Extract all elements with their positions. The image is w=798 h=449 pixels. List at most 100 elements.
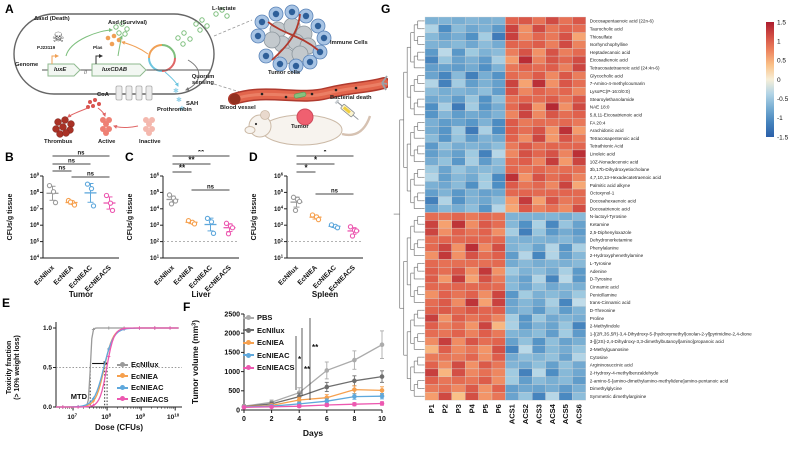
- svg-text:Docosapentaenoic acid (22n-6): Docosapentaenoic acid (22n-6): [590, 19, 654, 24]
- svg-text:109: 109: [135, 413, 145, 421]
- svg-text:4,7,10,13-Hexadecatetraenoic a: 4,7,10,13-Hexadecatetraenoic acid: [590, 175, 662, 180]
- group-EcNIEA: [185, 217, 198, 227]
- svg-text:ACS6: ACS6: [575, 404, 584, 424]
- autoinducer-molecules-icon: [113, 7, 230, 47]
- label-blood-vessel: Blood vessel: [220, 105, 256, 111]
- svg-text:Days: Days: [303, 428, 324, 438]
- svg-text:✱: ✱: [179, 105, 185, 113]
- label-l-lactate: L-lactate: [212, 6, 236, 12]
- svg-text:101: 101: [150, 254, 160, 262]
- legend-label: EcNIEAC: [257, 350, 290, 360]
- panel-a-illustration: ☠ //: [0, 0, 390, 152]
- mouse-tail: [341, 115, 372, 137]
- svg-text:Symmetric dimethylarginine: Symmetric dimethylarginine: [590, 394, 647, 399]
- group-EcNIEACS: [347, 224, 360, 239]
- label-active: Active: [98, 139, 116, 145]
- svg-text:500: 500: [228, 388, 240, 395]
- metabolite-heatmap: Docosapentaenoic acid (22n-6) Taurocholic…: [393, 16, 789, 424]
- panel-c-chart-liver-cfu: 101 102 103 104 105 106 EcNIlux EcNIEA EcNIEAC Ec…: [123, 148, 245, 305]
- svg-text:✱: ✱: [176, 96, 182, 104]
- panel-c-label: C: [125, 150, 134, 164]
- significance-brackets: *****: [295, 318, 319, 400]
- legend-marker-EcNIlux: [243, 327, 254, 333]
- svg-text:2-Hydroxyphenethylamine: 2-Hydroxyphenethylamine: [590, 253, 644, 258]
- legend-label: EcNIEACS: [257, 363, 295, 373]
- group-EcNIEA: [65, 197, 78, 208]
- panel-a-label: A: [5, 2, 14, 16]
- svg-text:2: 2: [270, 416, 274, 423]
- svg-text:EcNIlux: EcNIlux: [153, 264, 176, 287]
- legend-label: EcNIEA: [131, 371, 159, 381]
- label-prothrombin: Prothrombin: [157, 107, 192, 113]
- svg-text:N-lactoyl-Tyrosine: N-lactoyl-Tyrosine: [590, 214, 627, 219]
- toxicity-dose-chart: 0.0 0.5 1.0 107 108 109 1010 MTD Dose (CFUs) Toxi…: [6, 322, 182, 432]
- label-sah: SAH: [186, 101, 199, 107]
- svg-text:Dose (CFUs): Dose (CFUs): [95, 423, 143, 432]
- to-active-arrow: [97, 107, 106, 117]
- legend-marker-EcNIlux: [117, 361, 128, 367]
- svg-text:CFUs/g tissue: CFUs/g tissue: [251, 194, 258, 241]
- label-genome: Genome: [15, 62, 39, 68]
- svg-text:104: 104: [30, 254, 40, 262]
- thrombus-cluster-icon: [52, 116, 75, 138]
- svg-text:0: 0: [236, 407, 240, 414]
- svg-text:(> 10% weight loss): (> 10% weight loss): [14, 335, 21, 400]
- svg-text:3-[[(2S)-2,4-Dihydroxy-3,3-dim: 3-[[(2S)-2,4-Dihydroxy-3,3-dimethylbutan…: [590, 339, 724, 344]
- svg-text:1000: 1000: [224, 369, 240, 376]
- panel-e-legend: EcNIlux EcNIEA EcNIEAC EcNIEACS: [117, 360, 169, 404]
- svg-text:Arachidonic acid: Arachidonic acid: [590, 128, 624, 133]
- scatter-spleen: 101102103104105106EcNIluxEcNIEAEcNIEACEc…: [251, 148, 363, 299]
- group-EcNIEAC: [204, 215, 217, 236]
- skull-icon: ☠: [52, 29, 65, 45]
- svg-text:Linoleic acid: Linoleic acid: [590, 152, 616, 157]
- svg-text:P4: P4: [467, 403, 476, 413]
- svg-text:ACS3: ACS3: [534, 404, 543, 424]
- legend-marker-EcNIEAC: [117, 384, 128, 390]
- svg-text:5,8,11-Eicosatrienoic acid: 5,8,11-Eicosatrienoic acid: [590, 112, 643, 117]
- svg-text:P6: P6: [494, 404, 503, 413]
- row-dendrogram: [393, 20, 425, 397]
- legend-label: EcNIEAC: [131, 383, 164, 392]
- svg-text:*: *: [298, 355, 302, 364]
- svg-text:109: 109: [30, 172, 40, 180]
- svg-text:102: 102: [150, 237, 160, 245]
- coa-molecules-icon: [86, 98, 101, 109]
- legend-item-EcNIlux: EcNIlux: [117, 360, 169, 369]
- panel-e-chart-toxicity: 0.0 0.5 1.0 107 108 109 1010 MTD Dose (CFUs) Toxi…: [0, 298, 192, 449]
- svg-text:2-Methylindole: 2-Methylindole: [590, 324, 620, 329]
- panel-g-label: G: [381, 2, 391, 16]
- svg-text:Dimethylglycine: Dimethylglycine: [590, 386, 623, 391]
- svg-text:0: 0: [242, 416, 246, 423]
- label-bacterial-death: Bacterial death: [330, 95, 372, 101]
- svg-text:106: 106: [30, 221, 40, 229]
- label-promoter-2: Plas: [93, 45, 103, 50]
- svg-text:ACS4: ACS4: [548, 403, 557, 424]
- axes: 104 105 106 107 108 109: [30, 172, 119, 262]
- plasmid-to-asd-arrow: [121, 40, 149, 55]
- svg-text:0.5: 0.5: [43, 365, 52, 372]
- legend-item-PBS: PBS: [243, 313, 295, 322]
- svg-text:ns: ns: [331, 189, 339, 195]
- svg-text:ACS2: ACS2: [521, 404, 530, 424]
- quorum-arrow: [164, 71, 179, 87]
- legend-marker-EcNIEACS: [243, 365, 254, 371]
- svg-text:**: **: [198, 150, 205, 157]
- panel-b-chart-tumor-cfu: 104 105 106 107 108 109 EcNIlux EcNIEA EcNIEAC Ec…: [3, 150, 125, 305]
- panel-f-label: F: [183, 300, 191, 314]
- svg-text:FA 20:4: FA 20:4: [590, 120, 606, 125]
- panel-f-chart-tumor-volume: 0 500 1000 1500 2000 2500 0 2 4 6 8 10 * ** ** Days Tumo…: [186, 298, 394, 449]
- svg-text:Octoxynol-1: Octoxynol-1: [590, 191, 615, 196]
- axes: 101 102 103 104 105 106: [274, 172, 363, 262]
- svg-text:P3: P3: [454, 404, 463, 413]
- svg-text:2000: 2000: [224, 331, 240, 338]
- legend-label: EcNIlux: [257, 325, 285, 335]
- svg-text:105: 105: [30, 237, 40, 245]
- svg-text:Docosahexaenoic acid: Docosahexaenoic acid: [590, 198, 637, 203]
- svg-text:1-[(2R,3S,5R)-3,4-Dihydroxy-5-: 1-[(2R,3S,5R)-3,4-Dihydroxy-5-(hydroxyme…: [590, 331, 752, 336]
- svg-text:P2: P2: [441, 404, 450, 413]
- panel-a-art: ☠ //: [13, 4, 390, 146]
- svg-text:ns: ns: [58, 166, 66, 172]
- svg-text:Proline: Proline: [590, 316, 605, 321]
- colorbar: 1.5 1 0.5 0 -0.5 -1 -1.5: [766, 19, 789, 141]
